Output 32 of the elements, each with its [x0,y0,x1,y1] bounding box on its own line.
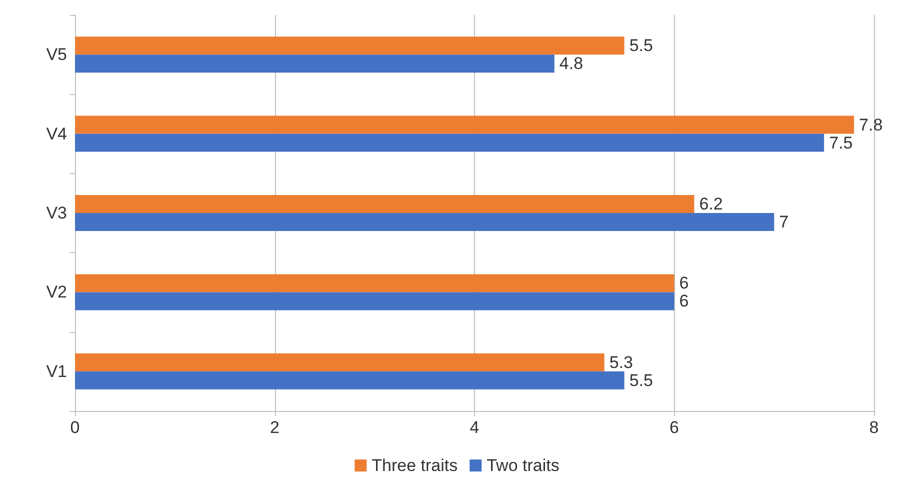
bar [75,353,604,372]
bar [75,213,774,231]
data-label: 4.8 [559,54,584,74]
data-label: 5.3 [609,352,633,372]
bar [75,134,824,152]
legend-label: Three traits [372,456,458,475]
x-tick-label: 6 [670,418,679,437]
y-tick-label: V4 [46,124,67,144]
bar [75,36,624,55]
data-label: 6 [679,292,689,311]
x-tick-label: 4 [470,418,480,437]
bar [75,274,674,292]
x-tick-label: 2 [270,418,280,437]
x-tick-label: 0 [70,418,80,437]
legend-label: Two traits [486,456,560,475]
data-label: 5.5 [629,36,653,56]
y-tick-label: V2 [46,282,67,302]
bar [75,292,674,310]
bar [75,195,694,213]
data-label: 6.2 [699,194,723,214]
y-tick-label: V1 [46,362,67,381]
data-label: 7 [779,212,789,232]
bar [75,116,854,134]
data-label: 5.5 [629,370,653,390]
data-label: 7.8 [859,115,883,134]
x-tick-label: 8 [869,418,879,437]
y-tick-label: V5 [46,45,67,64]
data-label: 7.5 [829,133,853,152]
bar [75,54,554,73]
data-label: 6 [679,274,689,293]
bar [75,371,624,390]
y-tick-label: V3 [46,204,67,222]
